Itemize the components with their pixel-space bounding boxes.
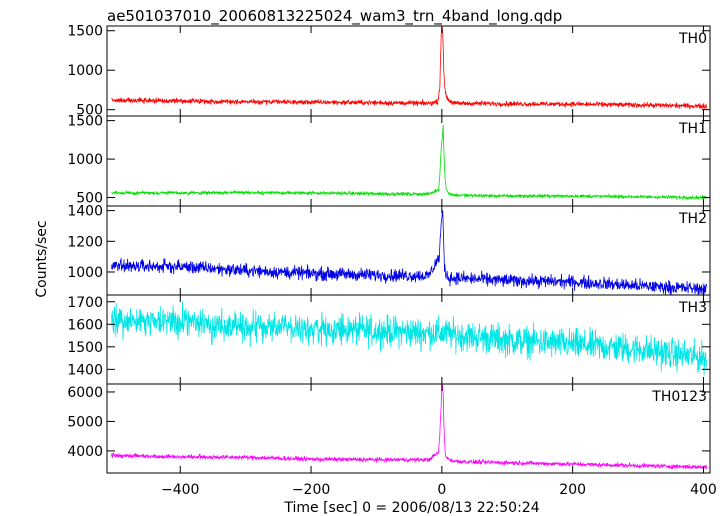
x-tick-label: 0 (437, 482, 446, 498)
band-label-th1: TH1 (678, 121, 707, 137)
y-axis-label: Counts/sec (34, 220, 50, 297)
series-line-th0123 (111, 384, 708, 470)
y-tick-label: 1600 (67, 317, 103, 333)
y-tick-label: 4000 (67, 444, 103, 460)
band-label-th2: TH2 (678, 211, 707, 227)
panel-th2: 1000 1200 1400 TH2 (67, 204, 711, 296)
y-tick-label: 1000 (67, 63, 103, 79)
band-label-th3: TH3 (678, 300, 707, 316)
panel-th3: 1400 1500 1600 1700 TH3 (67, 294, 711, 385)
y-tick-label: 1200 (67, 234, 103, 250)
x-tick-label: 200 (559, 482, 586, 498)
panel-frame (106, 205, 711, 296)
panel-th0: 500 1000 1500 TH0 (67, 24, 711, 119)
y-tick-label: 500 (76, 191, 103, 207)
series-line-th1 (111, 124, 708, 201)
y-tick-label: 1400 (67, 204, 103, 220)
y-tick-label: 1000 (67, 265, 103, 281)
y-tick-label: 500 (76, 103, 103, 119)
series-line-th2 (111, 209, 708, 295)
chart-title: ae501037010_20060813225024_wam3_trn_4ban… (107, 7, 562, 26)
band-label-th0123: TH0123 (651, 389, 707, 405)
panels-group: 500 1000 1500 TH0 500 1000 1500 TH1 1000 1200 1400… (67, 24, 716, 498)
y-tick-label: 6000 (67, 385, 103, 401)
y-tick-label: 1400 (67, 362, 103, 378)
series-line-th3 (111, 300, 708, 376)
band-label-th0: TH0 (678, 31, 707, 47)
y-tick-label: 5000 (67, 414, 103, 430)
y-tick-label: 1500 (67, 24, 103, 40)
x-tick-label: 400 (690, 482, 717, 498)
y-tick-label: 1500 (67, 340, 103, 356)
y-tick-label: 1500 (67, 114, 103, 130)
x-tick-label: −400 (161, 482, 199, 498)
panel-th0123: 4000 5000 6000 TH0123 (67, 383, 711, 474)
series-line-th0 (111, 26, 708, 110)
panel-frame (106, 383, 711, 474)
x-axis-label: Time [sec] 0 = 2006/08/13 22:50:24 (283, 500, 539, 516)
y-tick-label: 1700 (67, 295, 103, 311)
x-tick-label: −200 (292, 482, 330, 498)
panel-th1: 500 1000 1500 TH1 (67, 114, 711, 207)
y-tick-label: 1000 (67, 152, 103, 168)
